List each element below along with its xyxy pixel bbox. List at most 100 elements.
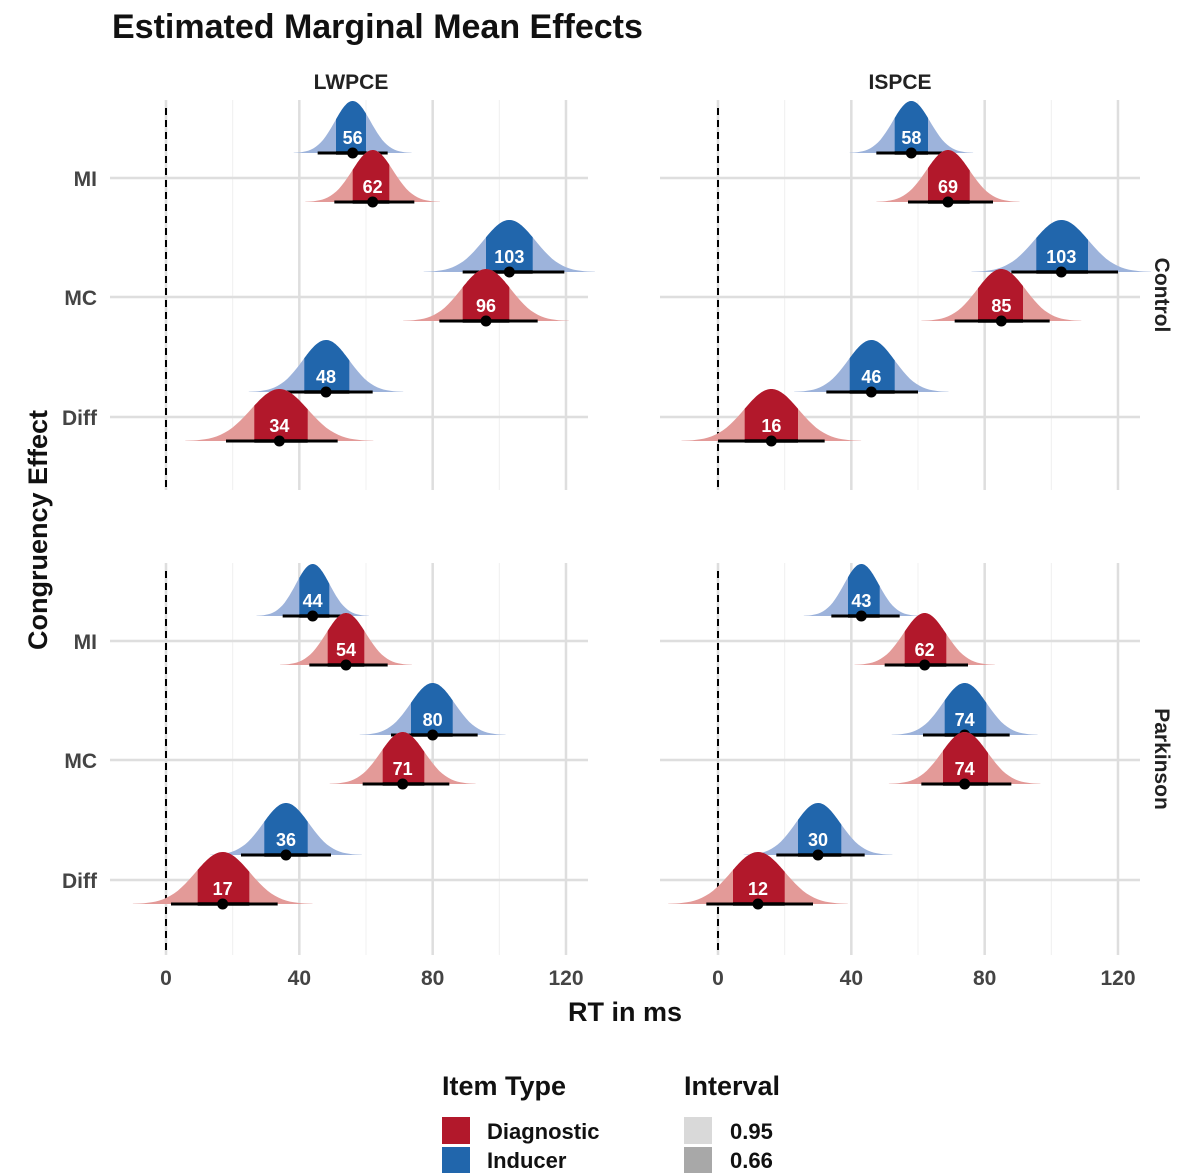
data-label-mc-diagnostic: 71: [393, 759, 413, 779]
data-label-diff-inducer: 30: [808, 830, 828, 850]
density-66-diff-diagnostic: [197, 852, 250, 904]
x-tick-label: 40: [288, 967, 311, 990]
data-label-mi-diagnostic: 62: [915, 640, 935, 660]
data-label-diff-diagnostic: 12: [748, 879, 768, 899]
y-tick-label-mi: MI: [74, 168, 97, 191]
point-estimate-mc-inducer: [427, 729, 439, 741]
x-tick-label: 80: [973, 967, 996, 990]
y-tick-label-diff: Diff: [62, 407, 98, 430]
legend-swatch-diagnostic: [442, 1117, 470, 1144]
data-label-diff-diagnostic: 17: [213, 879, 233, 899]
point-estimate-diff-diagnostic: [273, 435, 285, 447]
x-tick-label: 80: [421, 967, 444, 990]
density-66-diff-inducer: [304, 340, 350, 392]
x-tick-label: 0: [160, 967, 172, 990]
legend-swatch-inducer: [442, 1147, 470, 1173]
legend-swatch-interval-66: [684, 1147, 712, 1173]
data-label-mi-inducer: 44: [303, 591, 323, 611]
x-tick-label: 120: [548, 967, 583, 990]
y-axis-title: Congruency Effect: [23, 410, 53, 650]
point-estimate-diff-diagnostic: [752, 898, 764, 910]
x-tick-label: 40: [840, 967, 863, 990]
data-label-mc-inducer: 74: [955, 710, 975, 730]
point-estimate-diff-inducer: [812, 849, 824, 861]
x-tick-label: 0: [712, 967, 724, 990]
x-axis-title: RT in ms: [568, 997, 682, 1027]
density-66-mc-diagnostic: [382, 732, 425, 784]
y-tick-label-diff: Diff: [62, 870, 98, 893]
density-66-diff-inducer: [798, 803, 842, 855]
point-estimate-mi-diagnostic: [340, 659, 352, 671]
data-label-mc-inducer: 80: [423, 710, 443, 730]
data-label-mi-diagnostic: 62: [363, 177, 383, 197]
legend-title-interval: Interval: [684, 1071, 780, 1101]
data-label-diff-inducer: 36: [276, 830, 296, 850]
data-label-mc-diagnostic: 74: [955, 759, 975, 779]
density-66-mi-diagnostic: [352, 150, 390, 202]
density-66-mc-inducer: [1036, 220, 1088, 272]
data-label-mc-inducer: 103: [494, 247, 524, 267]
legend-label-interval-66: 0.66: [730, 1148, 773, 1173]
point-estimate-mc-diagnostic: [959, 778, 971, 790]
point-estimate-mc-diagnostic: [480, 315, 492, 327]
facet-panels: LWPCE ISPCE Control Parkinson MI MC Diff MI MC Di…: [62, 71, 1173, 990]
density-66-diff-diagnostic: [744, 389, 798, 441]
point-estimate-diff-inducer: [865, 386, 877, 398]
y-tick-label-mc: MC: [64, 287, 97, 310]
point-estimate-diff-diagnostic: [765, 435, 777, 447]
point-estimate-diff-diagnostic: [217, 898, 229, 910]
density-66-mi-diagnostic: [928, 150, 970, 202]
density-66-mc-diagnostic: [462, 269, 510, 321]
chart-title: Estimated Marginal Mean Effects: [112, 8, 643, 46]
density-66-diff-inducer: [264, 803, 308, 855]
data-label-mi-inducer: 58: [901, 128, 921, 148]
legend-label-diagnostic: Diagnostic: [487, 1119, 599, 1144]
y-tick-label-mc: MC: [64, 750, 97, 773]
point-estimate-mc-diagnostic: [995, 315, 1007, 327]
point-estimate-mc-inducer: [503, 266, 515, 278]
data-label-diff-inducer: 48: [316, 367, 336, 387]
point-estimate-diff-inducer: [280, 849, 292, 861]
legend-swatch-interval-95: [684, 1117, 712, 1144]
data-label-mi-diagnostic: 69: [938, 177, 958, 197]
data-label-mc-inducer: 103: [1046, 247, 1076, 267]
legend-label-inducer: Inducer: [487, 1148, 567, 1173]
point-estimate-mi-inducer: [905, 147, 917, 159]
data-label-mc-diagnostic: 96: [476, 296, 496, 316]
point-estimate-mi-inducer: [307, 610, 319, 622]
x-tick-label: 120: [1100, 967, 1135, 990]
strip-label-control: Control: [1150, 258, 1173, 333]
point-estimate-mc-inducer: [1055, 266, 1067, 278]
point-estimate-mi-diagnostic: [367, 196, 379, 208]
point-estimate-mi-inducer: [347, 147, 359, 159]
legend-title-item-type: Item Type: [442, 1071, 566, 1101]
density-66-diff-inducer: [849, 340, 895, 392]
legend-label-interval-95: 0.95: [730, 1119, 773, 1144]
density-66-mi-inducer: [336, 101, 366, 153]
density-66-mc-inducer: [944, 683, 987, 735]
density-66-mc-inducer: [486, 220, 533, 272]
density-66-diff-diagnostic: [254, 389, 308, 441]
point-estimate-mi-diagnostic: [942, 196, 954, 208]
point-estimate-mc-diagnostic: [397, 778, 409, 790]
data-label-diff-inducer: 46: [861, 367, 881, 387]
density-66-mc-inducer: [411, 683, 453, 735]
data-label-mi-inducer: 56: [343, 128, 363, 148]
density-66-mi-inducer: [299, 564, 330, 616]
strip-label-lwpce: LWPCE: [314, 71, 389, 94]
density-66-mi-inducer: [894, 101, 928, 153]
data-label-mi-inducer: 43: [851, 591, 871, 611]
y-tick-label-mi: MI: [74, 631, 97, 654]
point-estimate-mi-diagnostic: [919, 659, 931, 671]
strip-label-parkinson: Parkinson: [1150, 708, 1173, 810]
density-66-diff-diagnostic: [733, 852, 785, 904]
density-66-mc-diagnostic: [978, 269, 1023, 321]
legend: Item Type Diagnostic Inducer Interval 0.…: [442, 1071, 780, 1173]
data-label-mc-diagnostic: 85: [991, 296, 1011, 316]
density-66-mc-diagnostic: [943, 732, 988, 784]
point-estimate-diff-inducer: [320, 386, 332, 398]
density-66-mi-inducer: [848, 564, 880, 616]
data-label-diff-diagnostic: 34: [269, 416, 289, 436]
point-estimate-mi-inducer: [855, 610, 867, 622]
